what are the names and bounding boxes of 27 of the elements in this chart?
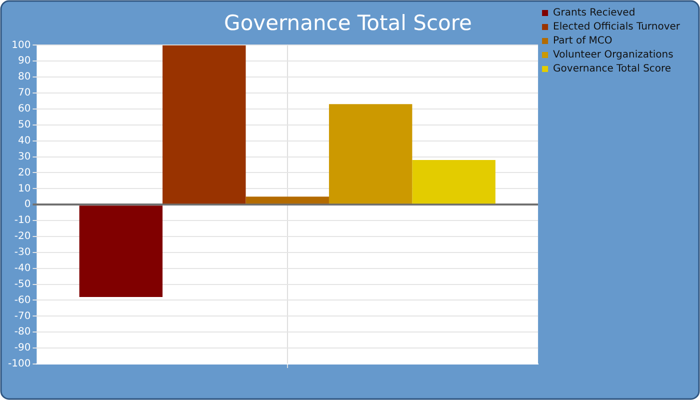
y-tick-label: 80: [18, 72, 31, 83]
y-tick-label: -20: [14, 231, 31, 242]
y-tick-label: -70: [14, 310, 31, 322]
y-tick-label: -40: [14, 262, 31, 274]
legend-label: Volunteer Organizations: [553, 50, 674, 61]
y-tick-label: -10: [14, 215, 31, 226]
y-tick-label: 50: [18, 119, 31, 130]
legend-label: Governance Total Score: [553, 64, 672, 75]
y-tick-label: -30: [14, 247, 31, 258]
y-tick-label: -90: [14, 342, 31, 354]
legend-label: Elected Officials Turnover: [553, 22, 681, 33]
legend-label: Grants Recieved: [553, 8, 636, 19]
y-tick-label: 70: [18, 88, 31, 99]
y-tick-label: -100: [8, 358, 31, 370]
y-tick-label: 0: [24, 199, 31, 210]
chart-title: Governance Total Score: [224, 11, 472, 36]
y-tick-label: 60: [18, 104, 31, 115]
y-tick-label: -80: [14, 326, 31, 338]
y-tick-label: 30: [18, 151, 31, 162]
y-tick-label: 100: [12, 40, 31, 51]
y-tick-label: -50: [14, 278, 31, 290]
y-tick-label: 90: [18, 56, 31, 67]
y-tick-label: -60: [14, 294, 31, 306]
legend-label: Part of MCO: [553, 36, 612, 47]
y-tick-label: 40: [18, 135, 31, 146]
y-tick-label: 10: [18, 183, 31, 194]
y-tick-label: 20: [18, 167, 31, 178]
